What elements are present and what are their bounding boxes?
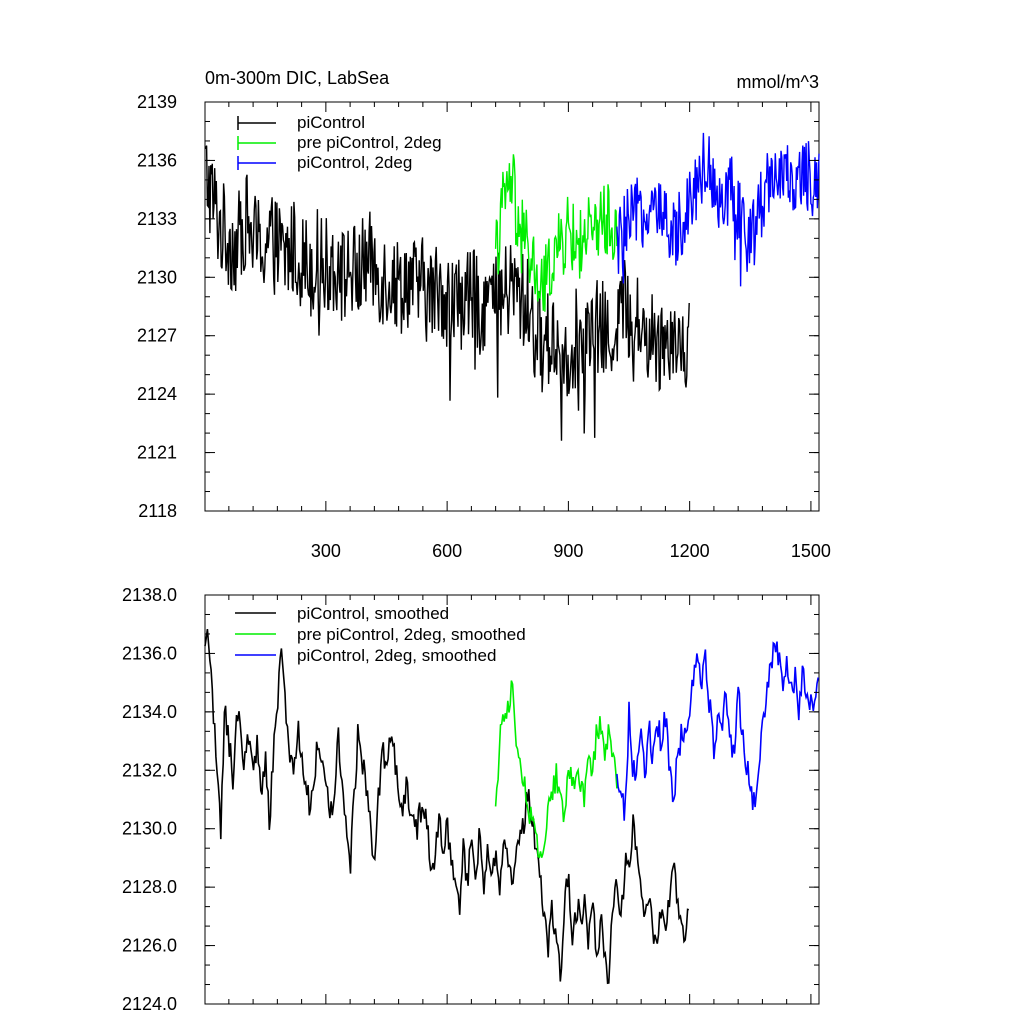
bottom-y-tick-label: 2138.0	[122, 585, 177, 605]
top-x-tick-label: 1200	[670, 541, 710, 561]
bottom-y-tick-label: 2136.0	[122, 643, 177, 663]
top-y-tick-label: 2127	[137, 326, 177, 346]
bottom-legend: piControl, smoothed pre piControl, 2deg, …	[235, 604, 526, 665]
bottom-y-tick-label: 2132.0	[122, 760, 177, 780]
bottom-series-line-1	[204, 628, 690, 985]
bottom-y-tick-label: 2134.0	[122, 702, 177, 722]
top-y-tick-label: 2130	[137, 267, 177, 287]
top-y-tick-label: 2124	[137, 384, 177, 404]
top-chart-title: 0m-300m DIC, LabSea	[205, 68, 390, 88]
top-x-tick-label: 300	[311, 541, 341, 561]
top-x-tick-label: 900	[553, 541, 583, 561]
bottom-legend-label: piControl, smoothed	[297, 604, 449, 623]
top-y-tick-label: 2121	[137, 443, 177, 463]
top-y-tick-label: 2139	[137, 92, 177, 112]
top-legend-label: pre piControl, 2deg	[297, 133, 442, 152]
top-x-tick-label: 1500	[791, 541, 831, 561]
bottom-series-line-2	[494, 680, 618, 859]
top-plot-frame	[204, 101, 820, 512]
bottom-legend-label: piControl, 2deg, smoothed	[297, 646, 496, 665]
top-series-line-3	[616, 132, 820, 287]
top-series-line-1	[204, 145, 690, 441]
top-axes-group: 300 600 900 1200 1500 2118 2121 2124 2127 2130 213…	[137, 92, 831, 561]
top-y-tick-label: 2136	[137, 150, 177, 170]
top-y-tick-label: 2118	[138, 501, 177, 521]
bottom-y-tick-label: 2128.0	[122, 877, 177, 897]
bottom-panel: 2124.0 2126.0 2128.0 2130.0 2132.0 2134.0 2136…	[122, 585, 820, 1014]
top-x-tick-label: 600	[432, 541, 462, 561]
top-legend-label: piControl, 2deg	[297, 153, 412, 172]
bottom-y-tick-label: 2124.0	[122, 994, 177, 1014]
top-panel: 300 600 900 1200 1500 2118 2121 2124 2127 2130 213…	[137, 68, 831, 561]
bottom-legend-label: pre piControl, 2deg, smoothed	[297, 625, 526, 644]
top-chart-units: mmol/m^3	[737, 72, 819, 92]
top-legend-label: piControl	[297, 113, 365, 132]
bottom-axes-group: 2124.0 2126.0 2128.0 2130.0 2132.0 2134.0 2136…	[122, 585, 819, 1014]
top-series-group	[204, 132, 820, 441]
bottom-series-line-3	[616, 641, 819, 821]
bottom-y-tick-label: 2126.0	[122, 936, 177, 956]
bottom-y-tick-label: 2130.0	[122, 819, 177, 839]
bottom-plot-frame	[204, 594, 820, 1005]
bottom-series-group	[204, 628, 819, 985]
top-series-line-2	[494, 154, 618, 312]
top-y-tick-label: 2133	[137, 209, 177, 229]
